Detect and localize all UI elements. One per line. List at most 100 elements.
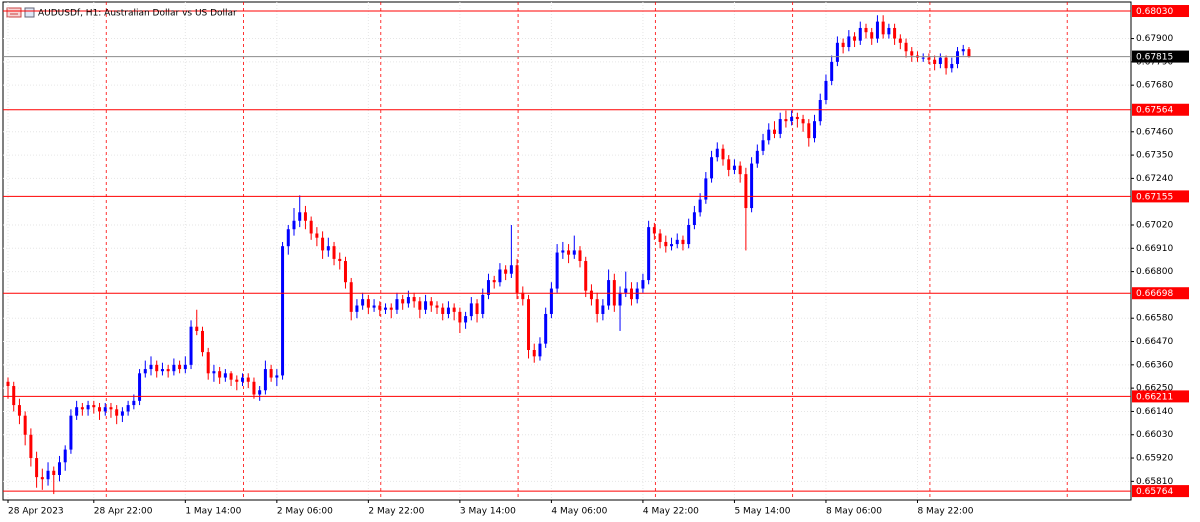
candle-body: [567, 250, 571, 255]
candle-body: [481, 294, 485, 314]
candle-body: [893, 27, 897, 39]
candle-body: [143, 369, 147, 374]
candle-body: [395, 299, 399, 310]
candle-body: [332, 246, 336, 259]
candle-body: [69, 415, 73, 450]
candle-body: [206, 352, 210, 374]
candle-body: [338, 258, 342, 262]
candle-body: [452, 307, 456, 312]
x-tick-label: 3 May 14:00: [460, 507, 516, 517]
candle-body: [321, 237, 325, 251]
candle-body: [721, 148, 725, 160]
candle-body: [109, 407, 113, 410]
candle-body: [870, 32, 874, 39]
candle-body: [835, 42, 839, 62]
candle-body: [361, 299, 365, 306]
candle-body: [584, 261, 588, 291]
y-tick-label: 0.66470: [1136, 337, 1173, 347]
candle-body: [246, 377, 250, 382]
candle-body: [727, 159, 731, 170]
icon-box: [6, 7, 22, 18]
candle-body: [52, 470, 56, 475]
candle-body: [910, 51, 914, 56]
candle-body: [126, 405, 130, 412]
candle-body: [189, 326, 193, 365]
x-tick-label: 4 May 22:00: [643, 507, 699, 517]
candle-body: [681, 239, 685, 245]
candle-body: [292, 220, 296, 230]
candle-body: [309, 220, 313, 234]
candle-body: [555, 252, 559, 289]
candle-body: [898, 38, 902, 43]
candle-body: [732, 165, 736, 170]
candle-body: [160, 369, 164, 372]
y-tick-label: 0.66800: [1136, 267, 1173, 277]
candle-body: [933, 59, 937, 64]
candle-body: [298, 212, 302, 221]
candle-body: [469, 303, 473, 317]
candle-body: [120, 411, 124, 416]
y-tick-label: 0.67240: [1136, 174, 1173, 184]
candle-body: [378, 305, 382, 310]
candle-body: [767, 129, 771, 141]
y-tick-label: 0.65920: [1136, 454, 1173, 464]
candle-body: [35, 458, 39, 478]
candle-body: [887, 27, 891, 35]
level-label: 0.66698: [1136, 289, 1173, 299]
candle-body: [138, 373, 142, 401]
candle-body: [498, 269, 502, 283]
candle-body: [858, 27, 862, 41]
candle-body: [790, 116, 794, 122]
level-label-box: [1132, 103, 1189, 116]
candle-body: [366, 299, 370, 308]
candle-body: [29, 434, 33, 459]
candle-body: [57, 462, 61, 475]
y-tick-label: 0.66140: [1136, 407, 1173, 417]
candle-body: [492, 280, 496, 283]
candle-body: [46, 470, 50, 480]
candle-body: [961, 49, 965, 52]
x-tick-label: 28 Apr 22:00: [94, 507, 153, 517]
candle-body: [349, 282, 353, 312]
candle-body: [658, 233, 662, 242]
level-label: 0.68030: [1136, 7, 1173, 17]
candle-body: [853, 36, 857, 41]
y-tick-label: 0.67460: [1136, 127, 1173, 137]
candle-body: [772, 129, 776, 134]
candle-body: [212, 371, 216, 374]
chart-title: AUDUSDf, H1: Australian Dollar vs US Dol…: [38, 9, 237, 19]
level-label: 0.65764: [1136, 487, 1173, 497]
candle-body: [938, 57, 942, 64]
candle-body: [664, 241, 668, 247]
y-tick-label: 0.66910: [1136, 244, 1173, 254]
candle-body: [86, 405, 90, 410]
candle-body: [652, 227, 656, 234]
candle-body: [692, 212, 696, 225]
plot-frame: [2, 1, 1132, 501]
candle-body: [818, 100, 822, 122]
candle-body: [544, 313, 548, 344]
candle-body: [561, 250, 565, 253]
candle-body: [504, 269, 508, 274]
y-tick-label: 0.67350: [1136, 151, 1173, 161]
candle-body: [589, 290, 593, 300]
candle-body: [744, 174, 748, 209]
candle-body: [263, 369, 267, 391]
level-label: 0.67564: [1136, 106, 1173, 116]
candle-body: [424, 301, 428, 310]
candle-body: [675, 239, 679, 245]
candle-body: [223, 373, 227, 378]
last-price-box: [1132, 50, 1189, 63]
y-tick-label: 0.66030: [1136, 430, 1173, 440]
candle-body: [303, 212, 307, 221]
candle-body: [761, 140, 765, 151]
candle-body: [704, 178, 708, 200]
candle-body: [647, 227, 651, 281]
candle-body: [738, 165, 742, 175]
candle-body: [98, 407, 102, 412]
candle-body: [149, 364, 153, 370]
candle-body: [401, 299, 405, 304]
